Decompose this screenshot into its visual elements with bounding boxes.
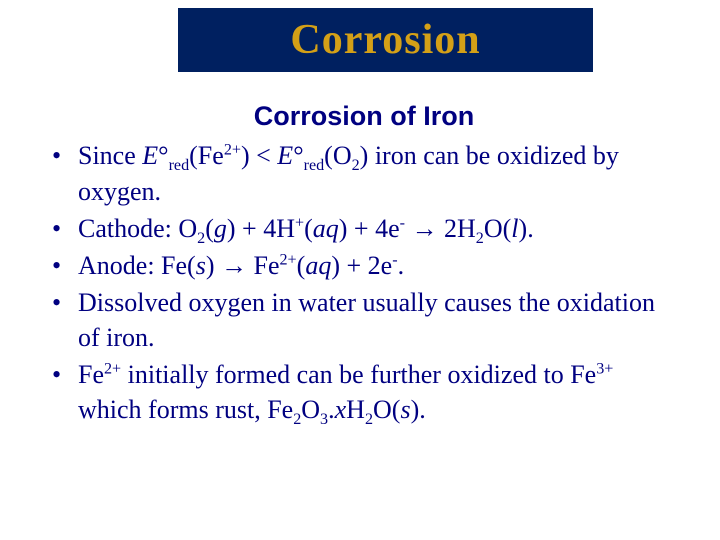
text: H xyxy=(346,395,365,424)
sup-3plus: 3+ xyxy=(596,360,613,377)
text: Since xyxy=(78,141,142,170)
sup-2plus: 2+ xyxy=(104,360,121,377)
sub-red: red xyxy=(304,158,325,175)
text: Anode: Fe( xyxy=(78,251,196,280)
title-bar: Corrosion xyxy=(178,8,593,72)
state-s: s xyxy=(196,251,206,280)
text: ) xyxy=(241,141,256,170)
text: ). xyxy=(519,214,534,243)
deg: ° xyxy=(158,141,168,170)
sup-plus: + xyxy=(295,214,304,231)
sup-2plus: 2+ xyxy=(224,142,241,159)
arrow: → 2H xyxy=(405,214,476,243)
slide-title: Corrosion xyxy=(290,16,480,64)
bullet-4: Dissolved oxygen in water usually causes… xyxy=(48,285,680,355)
var-E: E xyxy=(142,141,158,170)
text: (Fe xyxy=(189,141,224,170)
var-x: x xyxy=(335,395,347,424)
text: . xyxy=(398,251,405,280)
bullet-1: Since E°red(Fe2+) < E°red(O2) iron can b… xyxy=(48,138,680,208)
state-g: g xyxy=(214,214,227,243)
sub-2: 2 xyxy=(365,411,373,428)
sub-2: 2 xyxy=(293,411,301,428)
bullet-5: Fe2+ initially formed can be further oxi… xyxy=(48,357,680,427)
var-E: E xyxy=(277,141,293,170)
sub-3: 3 xyxy=(320,411,328,428)
text: ) + 4e xyxy=(339,214,400,243)
sub-2: 2 xyxy=(197,230,205,247)
state-l: l xyxy=(511,214,518,243)
bullet-2: Cathode: O2(g) + 4H+(aq) + 4e- → 2H2O(l)… xyxy=(48,211,680,246)
text: Fe xyxy=(78,360,104,389)
bullet-3: Anode: Fe(s) → Fe2+(aq) + 2e-. xyxy=(48,248,680,283)
lt: < xyxy=(256,141,277,170)
text: Dissolved oxygen in water usually causes… xyxy=(78,288,655,352)
bullet-list: Since E°red(Fe2+) < E°red(O2) iron can b… xyxy=(48,138,680,427)
text: ). xyxy=(411,395,426,424)
text: ) + 4H xyxy=(227,214,295,243)
subtitle: Corrosion of Iron xyxy=(48,98,680,134)
text: O( xyxy=(484,214,511,243)
text: initially formed can be further oxidized… xyxy=(121,360,596,389)
text: which forms rust, Fe xyxy=(78,395,293,424)
text: ( xyxy=(297,251,306,280)
content-area: Corrosion of Iron Since E°red(Fe2+) < E°… xyxy=(48,98,680,429)
sup-2plus: 2+ xyxy=(280,251,297,268)
sub-2: 2 xyxy=(476,230,484,247)
text: ) + 2e xyxy=(331,251,392,280)
state-aq: aq xyxy=(305,251,331,280)
state-aq: aq xyxy=(313,214,339,243)
deg: ° xyxy=(293,141,303,170)
arrow: ) → Fe xyxy=(206,251,280,280)
sub-red: red xyxy=(169,158,190,175)
state-s: s xyxy=(400,395,410,424)
sub-2: 2 xyxy=(352,158,360,175)
text: (O xyxy=(324,141,351,170)
text: Cathode: O xyxy=(78,214,197,243)
